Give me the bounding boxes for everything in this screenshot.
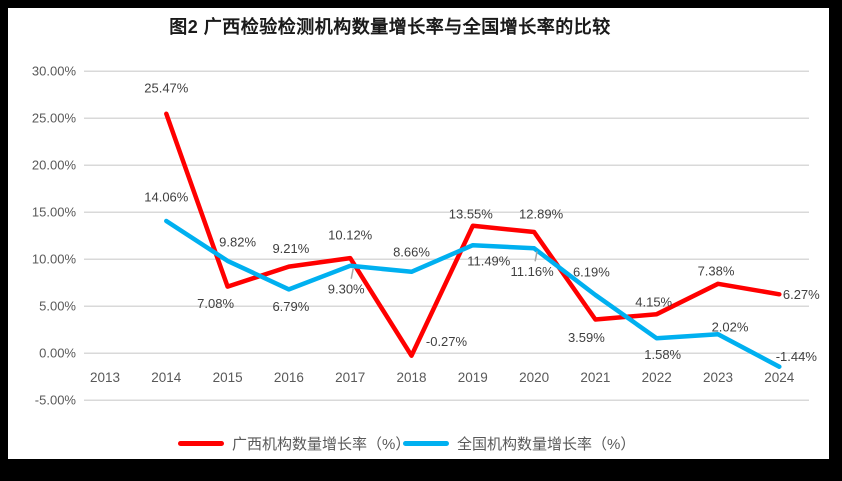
y-tick-label: 30.00% <box>32 64 77 79</box>
data-labels: 25.47% 7.08% 9.21% 10.12% -0.27% 13.55% 12.89%… <box>144 80 820 364</box>
legend-swatch-national-blue-line <box>403 440 449 446</box>
x-tick-label: 2017 <box>335 370 365 385</box>
x-tick-label: 2014 <box>151 370 182 385</box>
figure-border-left <box>0 0 8 481</box>
legend-label-guangxi: 广西机构数量增长率（%） <box>232 435 411 453</box>
x-tick-label: 2020 <box>519 370 549 385</box>
x-tick-label: 2022 <box>642 370 672 385</box>
leader-line <box>534 251 538 262</box>
data-label: 2.02% <box>712 320 749 335</box>
data-label: 11.16% <box>511 264 555 279</box>
y-tick-label: 25.00% <box>32 111 77 126</box>
y-tick-label: 15.00% <box>32 205 77 220</box>
x-axis-tick-labels: 2013 2014 2015 2016 2017 2018 2019 2020 2021 2022… <box>90 370 795 385</box>
figure-border-top <box>0 0 842 8</box>
y-tick-label: 0.00% <box>39 346 76 361</box>
figure-border-right <box>829 0 842 481</box>
data-label: 8.66% <box>393 244 430 259</box>
series-line-national <box>164 218 782 369</box>
data-label: 9.82% <box>219 234 256 249</box>
legend-item-guangxi: 广西机构数量增长率（%） <box>178 434 411 453</box>
chart-title: 图2 广西检验检测机构数量增长率与全国增长率的比较 <box>169 17 611 37</box>
gridlines <box>84 70 809 401</box>
data-label: 6.27% <box>783 287 820 302</box>
x-tick-label: 2018 <box>396 370 426 385</box>
x-tick-label: 2015 <box>213 370 243 385</box>
x-tick-label: 2016 <box>274 370 304 385</box>
legend-item-national: 全国机构数量增长率（%） <box>403 434 636 453</box>
data-label: -1.44% <box>776 349 818 364</box>
data-label: 13.55% <box>449 206 494 221</box>
data-label: 6.79% <box>272 299 309 314</box>
data-label: 9.30% <box>328 281 365 296</box>
data-label: 1.58% <box>644 347 681 362</box>
data-label: 7.38% <box>698 263 735 278</box>
x-tick-label: 2023 <box>703 370 733 385</box>
data-label: 14.06% <box>144 190 189 205</box>
figure-border-bottom <box>0 459 842 481</box>
leader-line <box>350 268 354 279</box>
legend-label-national: 全国机构数量增长率（%） <box>457 435 636 453</box>
data-label: 10.12% <box>328 228 373 243</box>
data-label: 9.21% <box>272 241 309 256</box>
label-leader-lines <box>350 251 538 279</box>
x-tick-label: 2024 <box>764 370 795 385</box>
data-label: 7.08% <box>197 296 234 311</box>
y-tick-label: 5.00% <box>39 299 76 314</box>
data-label: 25.47% <box>144 80 189 95</box>
data-label: -0.27% <box>426 334 468 349</box>
line-chart-plot-area: -5.00% 0.00% 5.00% 10.00% 15.00% 20.00% 25.00%… <box>32 64 820 408</box>
data-label: 3.59% <box>568 330 605 345</box>
series-line-guangxi <box>164 111 782 358</box>
y-tick-label: 10.00% <box>32 252 77 267</box>
y-axis-tick-labels: -5.00% 0.00% 5.00% 10.00% 15.00% 20.00% 25.00%… <box>32 64 77 408</box>
legend-swatch-guangxi-red-line <box>178 440 224 446</box>
x-tick-label: 2019 <box>458 370 488 385</box>
data-label: 12.89% <box>519 207 564 222</box>
y-tick-label: 20.00% <box>32 158 77 173</box>
data-label: 6.19% <box>573 265 610 280</box>
x-tick-label: 2021 <box>580 370 610 385</box>
y-tick-label: -5.00% <box>35 393 77 408</box>
x-tick-label: 2013 <box>90 370 120 385</box>
data-label: 4.15% <box>635 295 672 310</box>
data-label: 11.49% <box>467 254 511 269</box>
